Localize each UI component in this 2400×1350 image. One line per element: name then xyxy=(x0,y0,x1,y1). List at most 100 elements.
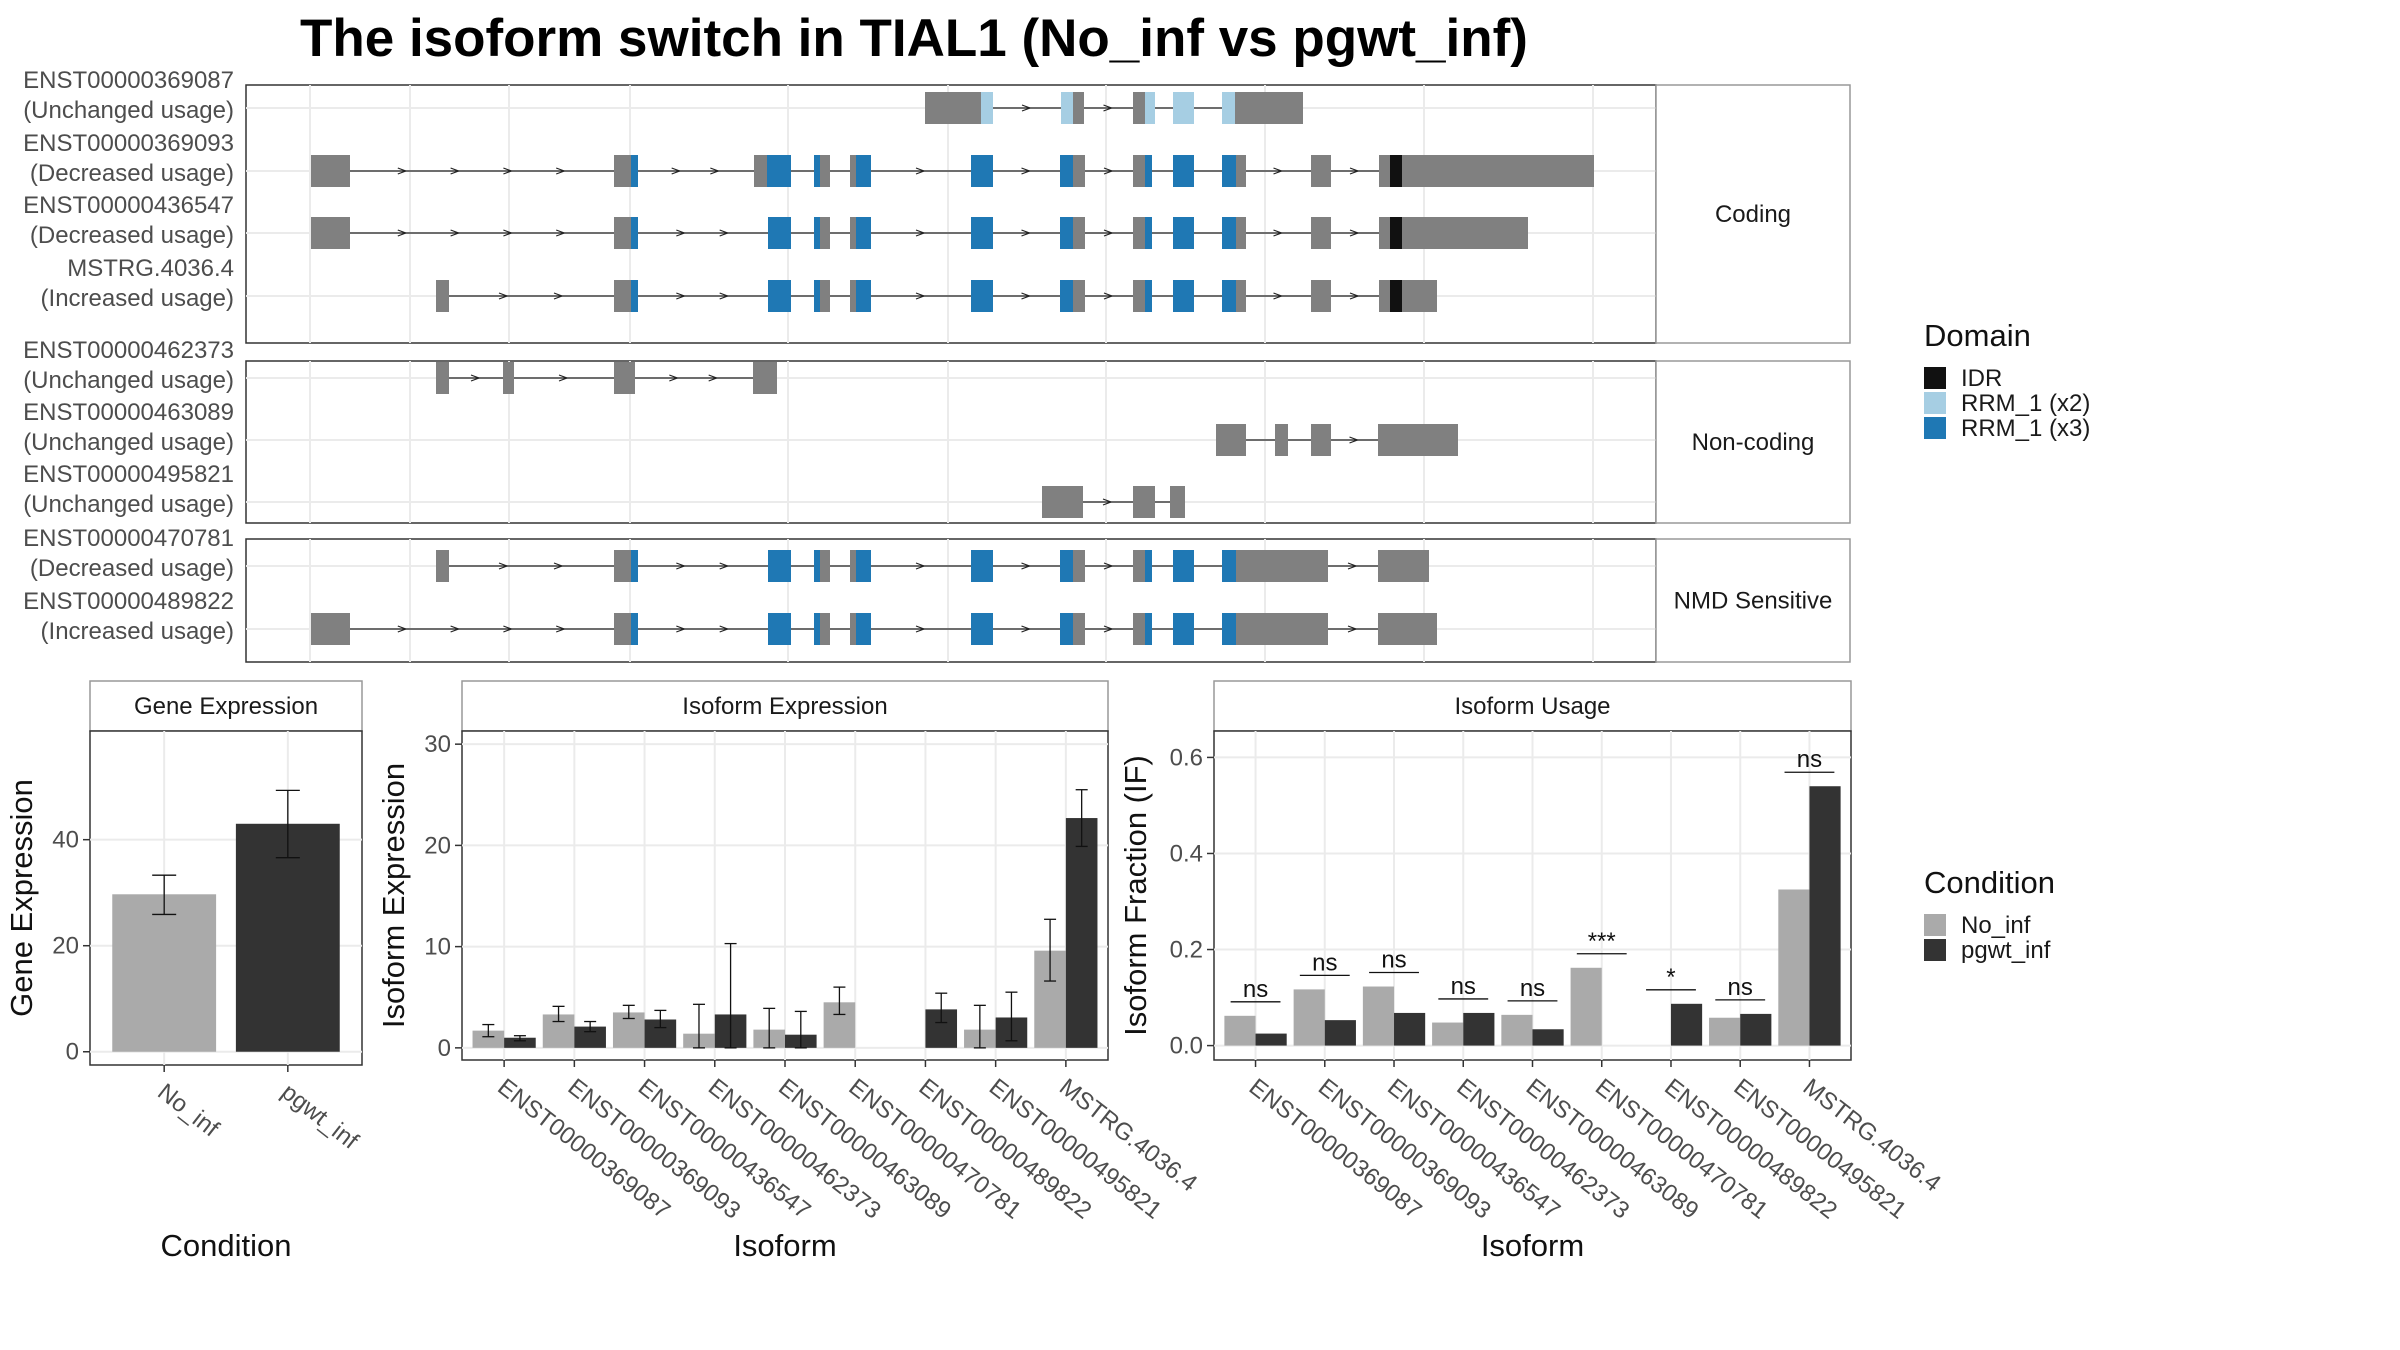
domain-legend-key xyxy=(1924,367,1946,389)
strand-arrow xyxy=(397,167,408,175)
domain-exon xyxy=(971,280,993,312)
chart-strip xyxy=(1213,680,1852,732)
facet-strip xyxy=(1655,538,1851,663)
exon xyxy=(820,217,830,249)
domain-exon xyxy=(767,155,791,187)
transcript-usage-label: (Increased usage) xyxy=(41,285,234,312)
domain-exon xyxy=(1173,155,1194,187)
exon xyxy=(1236,280,1246,312)
domain-exon xyxy=(981,92,993,124)
significance-label: *** xyxy=(1588,928,1616,955)
domain-legend-title: Domain xyxy=(1924,318,2031,353)
exon xyxy=(614,280,634,312)
strand-arrow xyxy=(719,562,730,570)
bar xyxy=(235,823,340,1052)
strand-arrow xyxy=(450,229,461,237)
strand-arrow xyxy=(555,167,566,175)
exon xyxy=(925,92,982,124)
domain-exon xyxy=(1060,550,1074,582)
transcript-usage-label: (Decreased usage) xyxy=(30,222,234,249)
chart-title: Isoform Expression xyxy=(682,693,887,720)
exon xyxy=(1235,92,1259,124)
strand-arrow xyxy=(719,625,730,633)
strand-arrow xyxy=(671,167,682,175)
strand-arrow xyxy=(1103,104,1114,112)
strand-arrow xyxy=(503,625,514,633)
domain-exon xyxy=(768,550,791,582)
domain-exon xyxy=(1145,155,1152,187)
domain-exon xyxy=(1145,550,1152,582)
exon xyxy=(436,280,449,312)
y-tick-label: 0.2 xyxy=(1170,937,1203,964)
strand-arrow xyxy=(553,292,564,300)
strand-arrow xyxy=(1103,229,1114,237)
exon xyxy=(1073,92,1084,124)
bar xyxy=(1778,889,1810,1046)
bar xyxy=(1463,1012,1495,1046)
transcript-ENST00000470781: ENST00000470781 (Decreased usage) xyxy=(23,525,1429,582)
facet-strip-label: NMD Sensitive xyxy=(1674,588,1833,615)
exon xyxy=(1133,92,1145,124)
y-tick-label: 30 xyxy=(424,731,451,758)
domain-exon xyxy=(1222,280,1236,312)
strand-arrow xyxy=(503,167,514,175)
strand-arrow xyxy=(1273,292,1284,300)
strand-arrow xyxy=(1347,562,1358,570)
domain-exon xyxy=(1173,550,1194,582)
significance-label: ns xyxy=(1520,975,1545,1002)
strand-arrow xyxy=(558,374,569,382)
exon xyxy=(1073,217,1085,249)
domain-exon xyxy=(631,280,638,312)
exon xyxy=(1275,424,1288,456)
exon xyxy=(1133,613,1145,645)
y-tick-label: 40 xyxy=(52,827,79,854)
domain-exon xyxy=(1145,280,1152,312)
transcript-panel: Non-coding ENST00000462373 (Unchanged usag… xyxy=(23,337,1851,524)
domain-exon xyxy=(768,613,791,645)
exon xyxy=(1311,280,1331,312)
domain-exon xyxy=(971,155,993,187)
domain-exon xyxy=(1390,217,1402,249)
domain-exon xyxy=(814,155,820,187)
domain-exon xyxy=(1173,613,1194,645)
bar xyxy=(1740,1013,1772,1046)
strand-arrow xyxy=(1347,625,1358,633)
strand-arrow xyxy=(1021,167,1032,175)
strand-arrow xyxy=(1349,436,1360,444)
strand-arrow xyxy=(676,292,687,300)
condition-legend-key xyxy=(1924,939,1946,961)
exon xyxy=(1073,155,1085,187)
strand-arrow xyxy=(450,625,461,633)
chart-title: Gene Expression xyxy=(134,693,318,720)
significance-label: ns xyxy=(1381,947,1406,974)
transcript-id-label: ENST00000489822 xyxy=(23,588,234,615)
exon xyxy=(1133,155,1145,187)
exon xyxy=(1378,550,1429,582)
domain-exon xyxy=(856,613,871,645)
strand-arrow xyxy=(1103,625,1114,633)
exon xyxy=(614,362,635,394)
exon xyxy=(753,362,777,394)
strand-arrow xyxy=(710,167,721,175)
significance-label: ns xyxy=(1312,949,1337,976)
exon xyxy=(1259,92,1303,124)
y-tick-label: 10 xyxy=(424,934,451,961)
domain-exon xyxy=(1060,155,1074,187)
transcript-id-label: ENST00000462373 xyxy=(23,337,234,364)
transcript-panel: NMD Sensitive ENST00000470781 (Decreased u… xyxy=(23,525,1851,663)
exon xyxy=(436,362,449,394)
bar xyxy=(1570,967,1602,1046)
exon xyxy=(1311,424,1331,456)
strand-arrow xyxy=(915,292,926,300)
exon xyxy=(820,550,830,582)
bar xyxy=(1809,786,1841,1046)
exon xyxy=(614,217,634,249)
exon xyxy=(820,613,830,645)
transcript-id-label: ENST00000463089 xyxy=(23,399,234,426)
exon xyxy=(311,217,350,249)
domain-exon xyxy=(971,550,993,582)
domain-exon xyxy=(1173,217,1194,249)
exon xyxy=(503,362,514,394)
transcript-usage-label: (Unchanged usage) xyxy=(23,491,234,518)
